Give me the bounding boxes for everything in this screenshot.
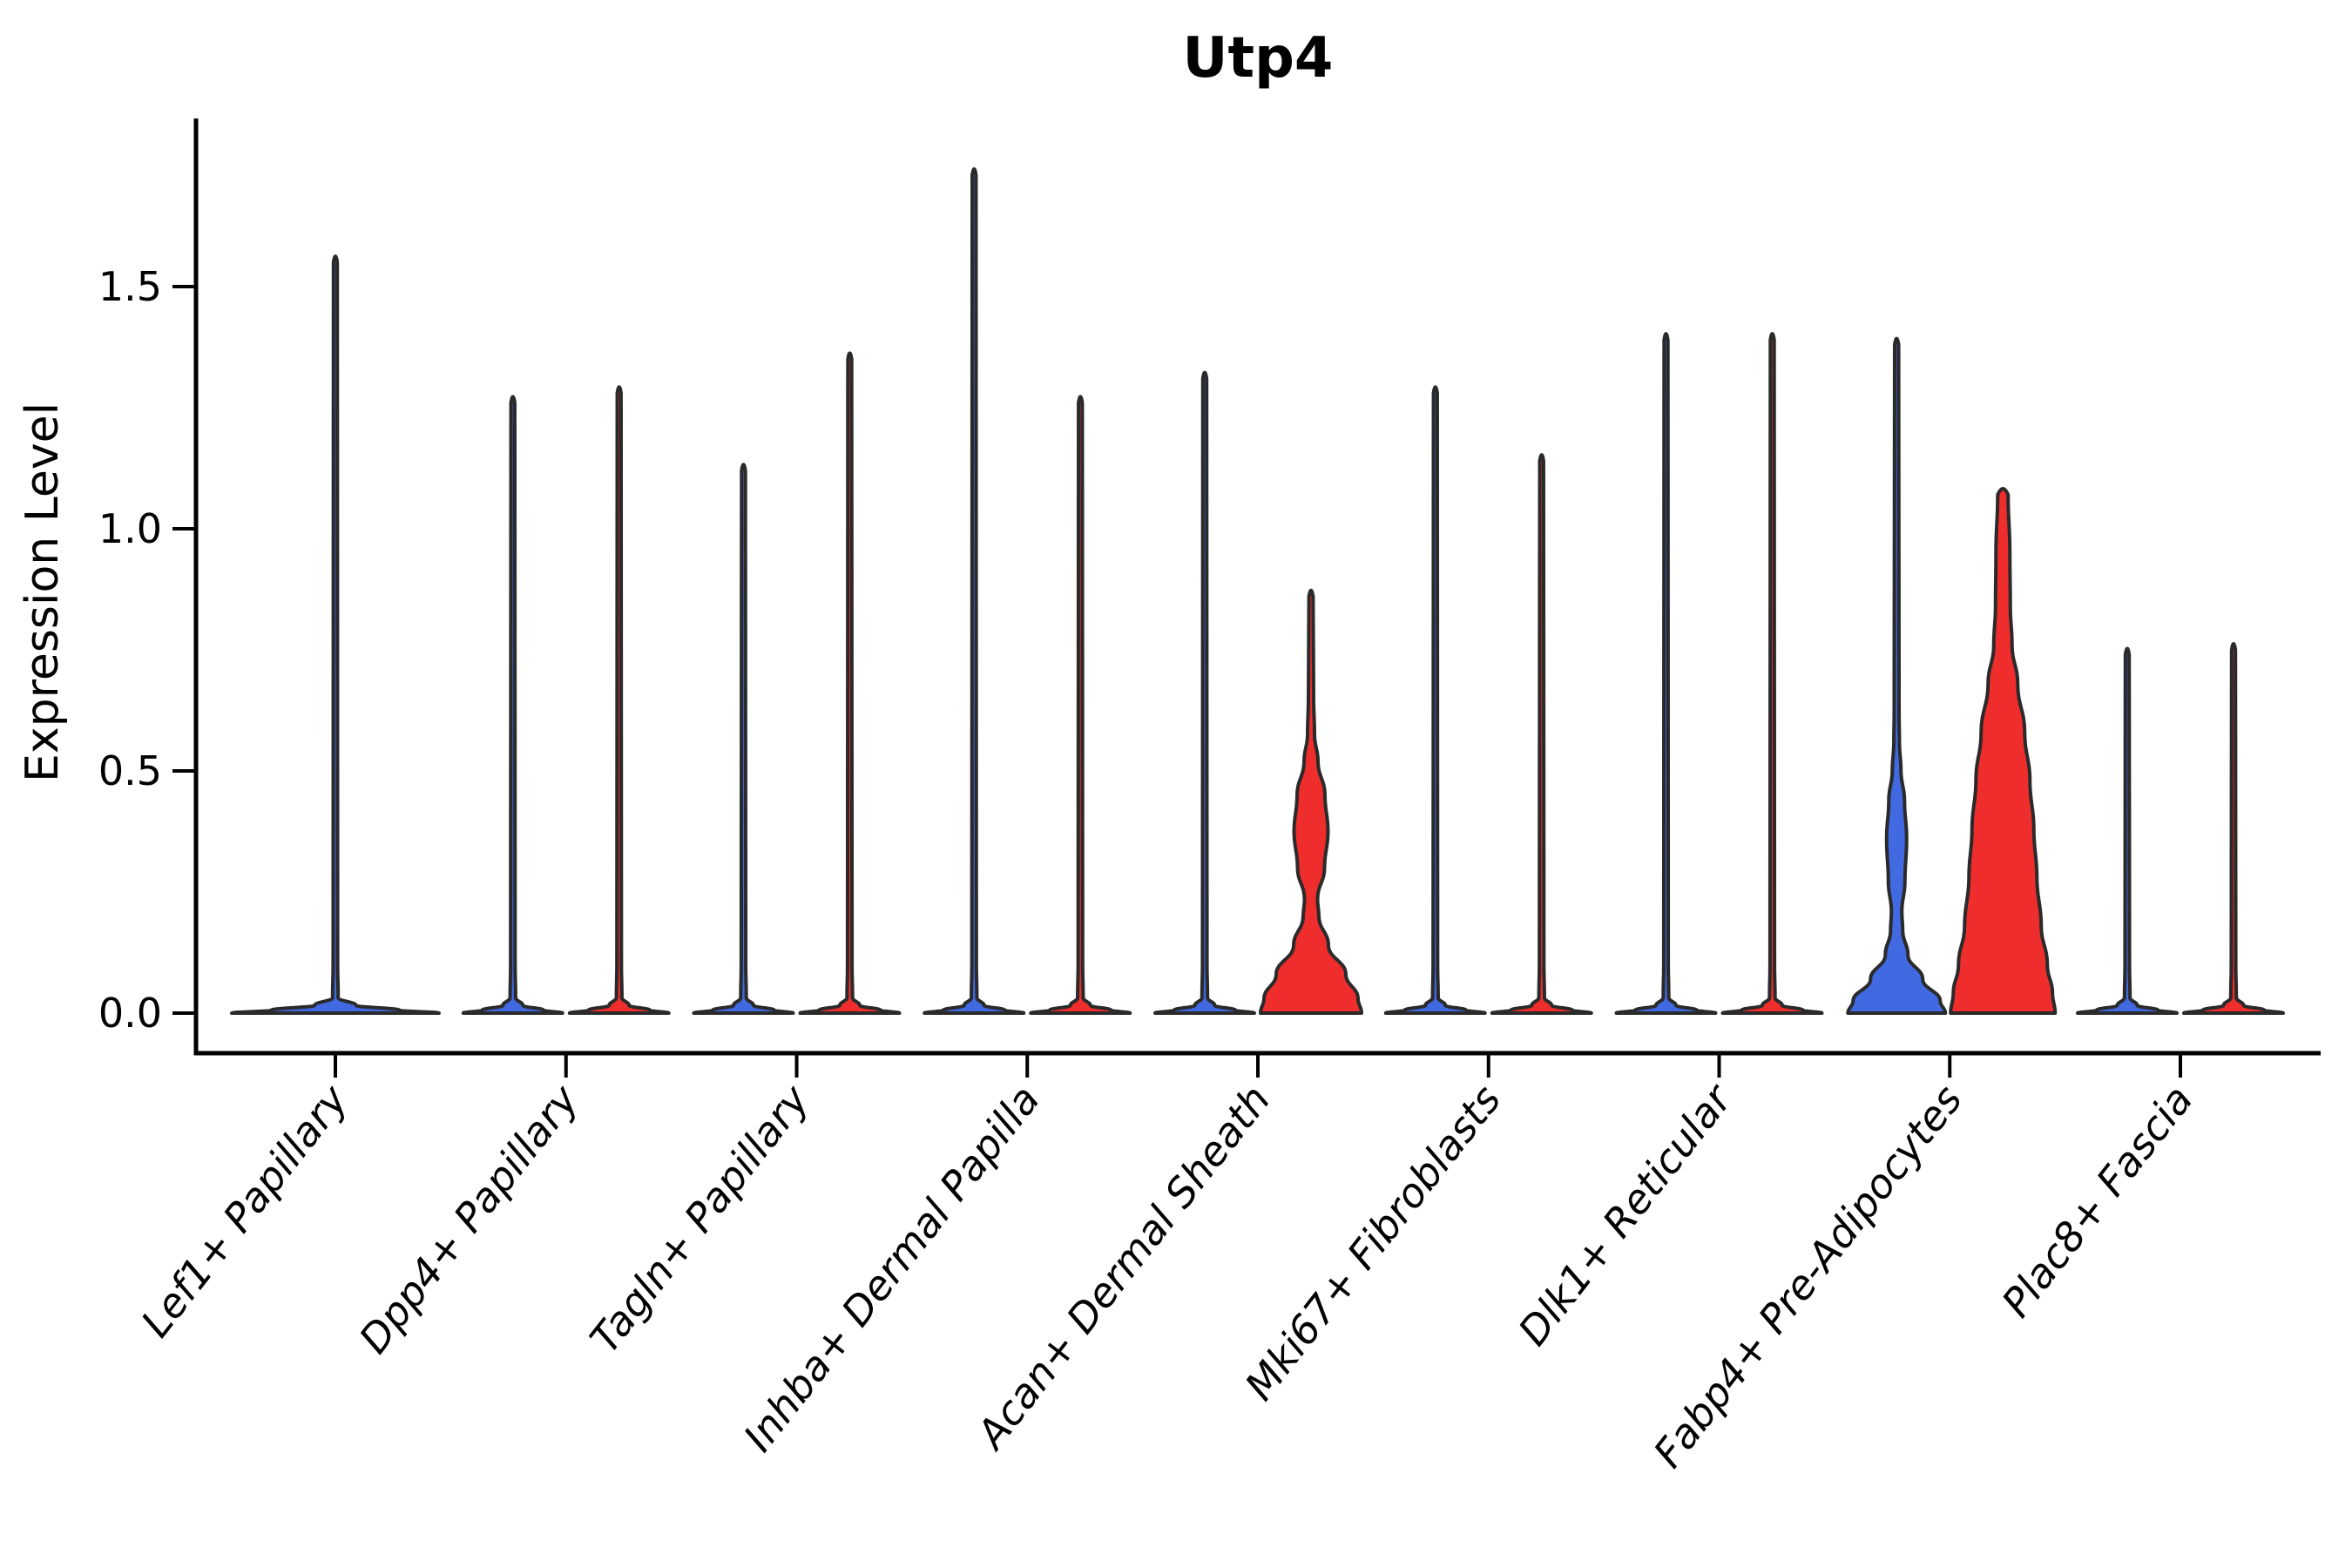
- y-ticks-group: 0.0 0.5 1.0 1.5: [98, 263, 196, 1037]
- violin-shape: [2076, 646, 2179, 1015]
- y-tick-label: 1.0: [98, 505, 162, 552]
- violins-group: [230, 167, 2285, 1015]
- violin-shape: [1846, 336, 1948, 1015]
- violin-shape: [1383, 385, 1487, 1015]
- violin-shape: [2182, 641, 2285, 1015]
- chart-title: Utp4: [1183, 26, 1334, 91]
- violin-shape: [567, 385, 671, 1015]
- x-category-label: Dlk1+ Reticular: [1509, 1074, 1742, 1354]
- x-category-label: Plac8+ Fascia: [1992, 1077, 2201, 1326]
- violin-shape: [1490, 453, 1593, 1015]
- x-category-label: Mki67+ Fibroblasts: [1235, 1077, 1510, 1409]
- violin-shape: [1614, 332, 1718, 1015]
- violin-shape: [230, 254, 441, 1015]
- x-ticks-group: [334, 1053, 2182, 1078]
- violin-shape: [798, 351, 902, 1015]
- x-category-label: Dpp4+ Papillary: [350, 1076, 588, 1362]
- y-tick-label: 0.5: [98, 747, 162, 794]
- y-tick-label: 1.5: [98, 263, 162, 310]
- violin-shape: [923, 167, 1026, 1015]
- x-category-label: Tagln+ Papillary: [581, 1076, 819, 1362]
- violin-shape: [1153, 370, 1256, 1015]
- violin-shape: [461, 395, 564, 1015]
- violin-shape: [692, 463, 795, 1015]
- y-tick-label: 0.0: [98, 990, 162, 1037]
- violin-shape: [1949, 487, 2058, 1015]
- y-axis-label: Expression Level: [17, 402, 69, 782]
- violin-shape: [1029, 395, 1132, 1015]
- x-category-label: Lef1+ Papillary: [132, 1076, 357, 1346]
- violin-shape: [1720, 332, 1824, 1015]
- violin-shape: [1259, 588, 1363, 1015]
